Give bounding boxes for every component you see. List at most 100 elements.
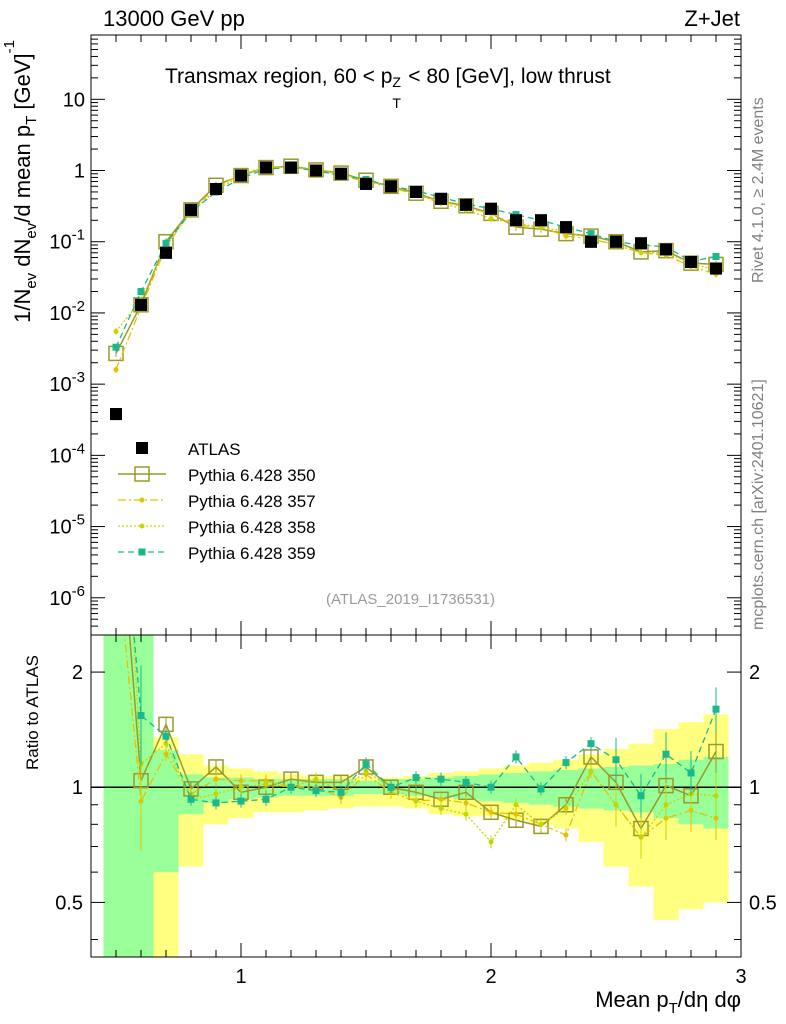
pythia-6-428-359-ratio-point (162, 732, 170, 740)
atlas-data-point-top (385, 180, 397, 193)
atlas-data-point-top (510, 214, 522, 227)
ratio-y-tick-label-right: 2 (749, 662, 760, 684)
pythia-6-428-358-ratio-point (513, 802, 519, 808)
pythia-6-428-358-ratio-point (263, 781, 269, 787)
y-tick-label: 10-1 (49, 227, 85, 254)
pythia-6-428-359-point (162, 239, 170, 247)
ratio-y-tick-label: 0.5 (55, 892, 83, 914)
y-tick-label: 10-6 (49, 583, 85, 610)
atlas-data-point-top (585, 235, 597, 248)
pythia-6-428-357-ratio-point (438, 796, 444, 802)
pythia-6-428-358-point (638, 250, 644, 256)
atlas-data-point-top (135, 298, 147, 311)
pythia-6-428-357-point (113, 367, 119, 373)
pythia-6-428-359-ratio-point (137, 712, 145, 720)
pythia-6-428-359-ratio-point (712, 705, 720, 713)
ratio-y-tick-label: 2 (72, 662, 83, 684)
analysis-watermark: (ATLAS_2019_I1736531) (326, 591, 496, 608)
pythia-6-428-359-ratio-point (612, 756, 620, 764)
atlas-data-point-top (360, 177, 372, 190)
atlas-data-point-top (260, 161, 272, 174)
pythia-6-428-359-point (137, 287, 145, 295)
atlas-data-point-top (160, 246, 172, 259)
pythia-6-428-358-ratio-point (438, 805, 444, 811)
pythia-6-428-350-ratio-point (708, 743, 724, 760)
y-tick-label: 10-5 (49, 512, 85, 539)
ratio-series-group (109, 455, 724, 860)
atlas-data-point-top (635, 237, 647, 250)
ratio-y-axis-label: Ratio to ATLAS (23, 655, 42, 770)
mcplots-label: mcplots.cern.ch [arXiv:2401.10621] (750, 379, 767, 630)
pythia-6-428-357-ratio-point (163, 751, 169, 757)
pythia-6-428-359-ratio-point (662, 750, 670, 758)
main-y-axis-label: 1/Nev dNev/d mean pT [GeV]-1 (1, 40, 40, 323)
y-tick-label: 10-4 (49, 440, 85, 467)
header-left: 13000 GeV pp (103, 6, 245, 31)
pythia-6-428-357-point (563, 233, 569, 239)
pythia-6-428-359-ratio-point (262, 795, 270, 803)
plot-title-prefix: Transmax region, 60 < p (165, 65, 393, 88)
legend: ATLAS Pythia 6.428 350 Pythia 6.428 357 Pyt… (118, 440, 316, 563)
legend-atlas-marker (136, 442, 148, 454)
pythia-6-428-358-ratio-point (213, 791, 219, 797)
plot-title-suffix: < 80 [GeV], low thrust (402, 65, 611, 88)
x-tick-label: 2 (485, 966, 496, 988)
pythia-6-428-359-ratio-point (637, 792, 645, 800)
pythia-6-428-359-ratio-point (587, 740, 595, 748)
legend-pythia-6-428-357-marker (139, 497, 145, 503)
x-tick-label: 3 (735, 966, 746, 988)
pythia-6-428-358-ratio-point (638, 834, 644, 840)
pythia-6-428-358-ratio-point (413, 798, 419, 804)
plot-title-sub: T (392, 95, 401, 111)
atlas-data-point-top (710, 262, 722, 275)
pythia-6-428-358-ratio-point (588, 768, 594, 774)
pythia-6-428-359-ratio-point (287, 783, 295, 791)
legend-pythia-6-428-359-label: Pythia 6.428 359 (188, 544, 316, 563)
main-series-group (108, 158, 724, 421)
pythia-6-428-359-ratio-point (312, 787, 320, 795)
axes-frame: 1 2 3 10-6 10-5 10-4 10-3 10-2 10-1 1 10 0.5 0.5 1 1 2 2… (1, 34, 777, 1017)
pythia-6-428-359-ratio-point (437, 775, 445, 783)
ratio-y-tick-label: 1 (72, 777, 83, 799)
atlas-data-point-top (235, 169, 247, 182)
pythia-6-428-357-ratio-point (713, 815, 719, 821)
legend-atlas-label: ATLAS (188, 440, 241, 459)
atlas-data-point-top (610, 235, 622, 248)
atlas-data-point-top (335, 167, 347, 180)
pythia-6-428-350-ratio-point (109, 455, 123, 469)
pythia-6-428-359-point (112, 343, 120, 351)
pythia-6-428-358-ratio-point (163, 741, 169, 747)
pythia-6-428-359-ratio-point (562, 759, 570, 767)
atlas-data-point-top (535, 214, 547, 227)
pythia-6-428-358-ratio-point (238, 784, 244, 790)
legend-pythia-6-428-358-marker (139, 523, 145, 529)
atlas-data-point-top (460, 198, 472, 211)
pythia-6-428-358-point (113, 328, 119, 334)
pythia-6-428-358-ratio-point (463, 811, 469, 817)
pythia-6-428-359-point (587, 230, 595, 238)
legend-pythia-6-428-350-label: Pythia 6.428 350 (188, 466, 316, 485)
atlas-data-point-top (285, 161, 297, 174)
pythia-6-428-357-ratio-point (463, 800, 469, 806)
ratio-y-tick-label-right: 0.5 (749, 892, 777, 914)
legend-pythia-6-428-350-marker (134, 466, 150, 482)
pythia-6-428-357-ratio-point (213, 776, 219, 782)
ratio-y-tick-label-right: 1 (749, 777, 760, 799)
pythia-6-428-357-ratio-point (488, 809, 494, 815)
y-tick-label: 10-3 (49, 369, 85, 396)
legend-pythia-6-428-358-label: Pythia 6.428 358 (188, 518, 316, 537)
pythia-6-428-359-ratio-point (337, 788, 345, 796)
rivet-version-label: Rivet 4.1.0, ≥ 2.4M events (750, 97, 767, 283)
pythia-6-428-359-ratio-point (412, 774, 420, 782)
pythia-6-428-358-ratio-point (538, 821, 544, 827)
pythia-6-428-358-ratio-point (488, 839, 494, 845)
x-tick-label: 1 (235, 966, 246, 988)
atlas-data-point-top (660, 243, 672, 256)
pythia-6-428-358-ratio-point (663, 802, 669, 808)
pythia-6-428-359-point (712, 253, 720, 261)
atlas-data-point-top (185, 203, 197, 216)
pythia-6-428-350-point (183, 202, 199, 218)
legend-pythia-6-428-357-label: Pythia 6.428 357 (188, 492, 316, 511)
